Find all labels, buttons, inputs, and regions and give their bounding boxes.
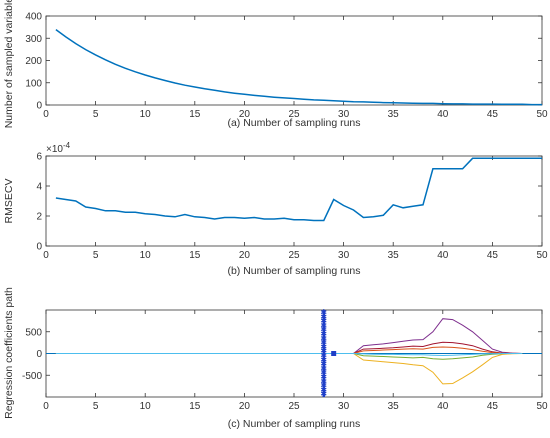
optimal-run-marker: ✱ [320, 373, 327, 382]
x-tick-label: 40 [437, 250, 449, 261]
series-line [55, 28, 542, 106]
x-tick-label: 15 [189, 109, 201, 120]
x-tick-label: 0 [43, 401, 49, 412]
optimal-run-marker: ✱ [320, 317, 327, 326]
y-tick-label: 6 [36, 152, 42, 163]
y-tick-label: 400 [25, 12, 42, 23]
y-tick-label: 500 [25, 327, 42, 338]
x-tick-label: 35 [388, 109, 400, 120]
x-tick-label: 25 [288, 250, 300, 261]
optimal-run-marker: ✱ [320, 325, 327, 334]
optimal-run-marker: ✱ [320, 347, 327, 356]
x-tick-label: 45 [487, 401, 499, 412]
x-tick-label: 5 [93, 401, 99, 412]
x-tick-label: 10 [140, 401, 152, 412]
y-exponent-label: ×10-4 [46, 141, 71, 155]
optimal-run-marker: ✱ [320, 381, 327, 390]
optimal-run-marker: ✱ [320, 330, 327, 339]
y-tick-label: 0 [36, 101, 42, 112]
optimal-run-marker: ✱ [320, 368, 327, 377]
x-tick-label: 10 [140, 250, 152, 261]
x-tick-label: 0 [43, 109, 49, 120]
coefficient-path-5 [55, 353, 523, 385]
y-axis-label: RMSECV [3, 179, 15, 224]
x-tick-label: 50 [536, 401, 548, 412]
x-tick-label: 50 [536, 250, 548, 261]
x-tick-label: 5 [93, 250, 99, 261]
optimal-run-marker: ✱ [320, 351, 327, 360]
chart-panel-3: 0 5 10 15 20 25 30 35 40 45 50 -500 0 500 Regression c… [3, 287, 548, 430]
x-tick-label: 20 [239, 109, 251, 120]
optimal-run-marker: ✱ [320, 355, 327, 364]
x-tick-label: 5 [93, 109, 99, 120]
x-tick-label: 25 [288, 109, 300, 120]
x-tick-label: 20 [239, 401, 251, 412]
coefficient-path-4 [55, 353, 523, 360]
y-axis-label: Number of sampled variables [3, 0, 15, 128]
y-tick-label: -500 [22, 371, 42, 382]
optimal-run-marker: ✱ [320, 390, 327, 399]
series-line [55, 157, 542, 222]
optimal-run-marker: ✱ [320, 364, 327, 373]
optimal-run-marker: ✱ [320, 308, 327, 317]
optimal-run-marker: ✱ [320, 338, 327, 347]
panel-caption: (b) Number of sampling runs [227, 265, 360, 277]
x-tick-label: 30 [338, 250, 350, 261]
y-tick-label: 200 [25, 56, 42, 67]
optimal-run-marker: ✱ [320, 334, 327, 343]
panel-caption: (a) Number of sampling runs [227, 117, 360, 129]
panel-caption: (c) Number of sampling runs [228, 418, 360, 430]
x-tick-label: 45 [487, 109, 499, 120]
optimal-run-marker: ✱ [320, 377, 327, 386]
x-tick-label: 15 [189, 401, 201, 412]
optimal-run-marker: ✱ [320, 312, 327, 321]
optimal-run-marker: ✱ [320, 342, 327, 351]
optimal-run-marker: ✱ [320, 360, 327, 369]
chart-panel-1: 0 5 10 15 20 25 30 35 40 45 50 0 100 200 300 400 Number … [3, 0, 548, 129]
y-tick-label: 100 [25, 78, 42, 89]
y-tick-label: 300 [25, 34, 42, 45]
x-tick-label: 35 [388, 250, 400, 261]
chart-panel-2: 0 5 10 15 20 25 30 35 40 45 50 0 2 4 6 RMSECV (b) Number… [3, 141, 548, 277]
y-tick-label: 0 [36, 242, 42, 253]
y-exponent-power: -4 [63, 141, 71, 150]
coefficient-path-1 [55, 318, 523, 354]
x-tick-label: 30 [338, 401, 350, 412]
y-tick-label: 0 [36, 349, 42, 360]
x-tick-label: 25 [288, 401, 300, 412]
coefficient-path-6 [55, 353, 523, 357]
optimal-run-marker: ✱ [320, 321, 327, 330]
x-tick-label: 10 [140, 109, 152, 120]
x-tick-label: 45 [487, 250, 499, 261]
coefficient-path-3 [55, 346, 523, 354]
y-tick-label: 2 [36, 212, 42, 223]
x-tick-label: 15 [189, 250, 201, 261]
x-tick-label: 0 [43, 250, 49, 261]
point-marker [331, 351, 337, 356]
y-tick-label: 4 [36, 182, 42, 193]
x-tick-label: 30 [338, 109, 350, 120]
optimal-run-marker: ✱ [320, 385, 327, 394]
axes-box [45, 155, 543, 247]
x-tick-label: 40 [437, 401, 449, 412]
x-tick-label: 35 [388, 401, 400, 412]
axes-box [45, 15, 543, 106]
x-tick-label: 20 [239, 250, 251, 261]
x-tick-label: 50 [536, 109, 548, 120]
y-axis-label: Regression coefficients path [3, 287, 15, 419]
x-tick-label: 40 [437, 109, 449, 120]
